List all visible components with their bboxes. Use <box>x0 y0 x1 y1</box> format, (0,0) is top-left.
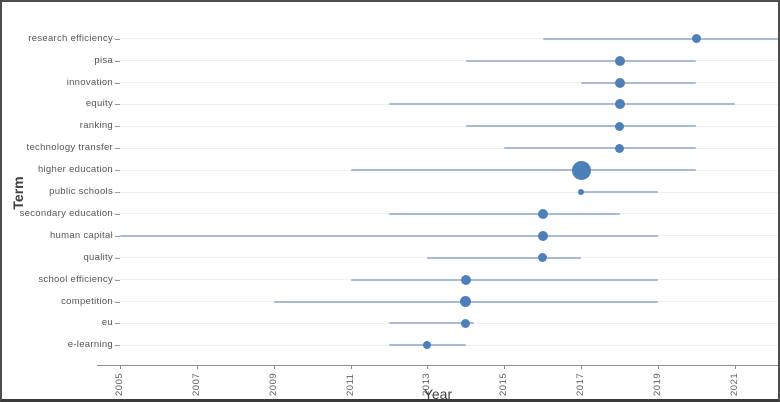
y-tick <box>115 60 120 62</box>
term-label: ranking <box>79 120 113 132</box>
range-line <box>350 169 697 172</box>
x-tick-label: 2009 <box>267 372 279 396</box>
y-tick <box>115 213 120 215</box>
range-line <box>504 147 697 150</box>
y-tick <box>115 323 120 325</box>
dot <box>538 253 548 263</box>
term-label: secondary education <box>19 207 113 219</box>
dot <box>615 143 625 153</box>
row-gridline <box>97 191 778 193</box>
row-gridline <box>97 147 778 149</box>
y-tick <box>115 82 120 84</box>
y-tick <box>115 192 120 193</box>
range-line <box>465 125 697 128</box>
dot <box>615 121 625 131</box>
x-tick <box>657 365 659 369</box>
dot <box>537 208 548 219</box>
dot <box>460 296 472 307</box>
term-label: research efficiency <box>28 32 113 44</box>
range-line <box>389 322 474 325</box>
term-label: quality <box>83 251 113 263</box>
y-tick <box>115 126 120 128</box>
y-tick <box>115 148 120 150</box>
x-tick-label: 2007 <box>190 372 202 396</box>
x-tick <box>504 365 506 369</box>
x-tick-label: 2017 <box>575 372 587 396</box>
row-gridline <box>97 38 778 40</box>
y-tick <box>115 257 120 259</box>
y-tick <box>115 104 120 106</box>
range-line <box>120 234 658 237</box>
term-label: competition <box>61 295 113 307</box>
y-tick <box>115 38 120 40</box>
term-label: human capital <box>49 229 113 241</box>
x-tick <box>120 365 122 369</box>
range-line <box>465 59 697 62</box>
term-label: innovation <box>66 76 113 88</box>
x-tick <box>581 365 583 369</box>
range-line <box>542 37 778 40</box>
dot <box>460 274 471 285</box>
row-gridline <box>97 125 778 127</box>
dot <box>461 318 471 328</box>
row-gridline <box>97 60 778 62</box>
x-tick-label: 2021 <box>728 372 740 396</box>
term-label: pisa <box>94 54 113 66</box>
term-label: technology transfer <box>26 142 113 154</box>
dot <box>537 230 548 241</box>
x-tick <box>196 365 198 369</box>
x-tick <box>734 365 736 369</box>
x-tick-label: 2015 <box>498 372 510 396</box>
term-label: higher education <box>37 164 113 176</box>
x-tick-label: 2005 <box>114 372 126 396</box>
term-label: eu <box>101 317 113 329</box>
term-label: e-learning <box>67 339 113 351</box>
x-tick-label: 2011 <box>344 373 356 396</box>
range-line <box>581 191 658 193</box>
y-axis-title: Term <box>10 176 26 210</box>
x-tick-label: 2019 <box>651 372 663 396</box>
x-tick <box>273 365 275 369</box>
term-label: school efficiency <box>38 273 113 285</box>
dot <box>614 99 625 110</box>
range-line <box>350 278 658 281</box>
range-line <box>389 212 620 215</box>
dot <box>614 55 625 66</box>
range-line <box>581 81 697 84</box>
x-axis-line <box>97 365 778 366</box>
dot <box>571 160 591 180</box>
x-tick <box>427 365 429 369</box>
y-tick <box>115 345 120 347</box>
range-line <box>427 256 582 259</box>
dot <box>423 341 432 350</box>
y-tick <box>115 235 120 237</box>
dot <box>578 189 585 195</box>
term-label: public schools <box>49 186 113 197</box>
range-line <box>389 103 735 106</box>
dot <box>691 34 701 44</box>
dot <box>614 77 625 88</box>
x-tick <box>350 365 352 369</box>
y-tick <box>115 301 120 303</box>
term-label: equity <box>85 98 113 110</box>
y-tick <box>115 170 120 172</box>
x-axis-title: Year <box>423 386 453 402</box>
row-gridline <box>97 82 778 83</box>
y-tick <box>115 279 120 281</box>
